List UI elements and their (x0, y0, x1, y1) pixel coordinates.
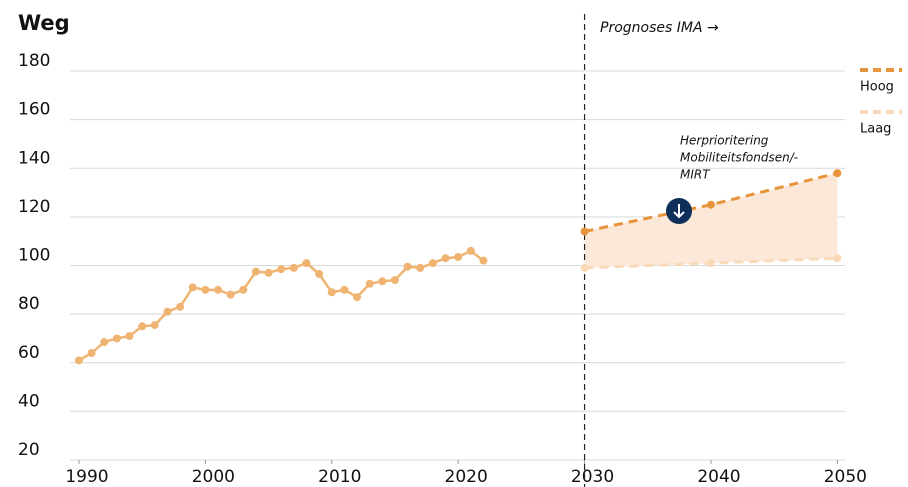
data-point (100, 338, 109, 347)
x-tick-label: 2050 (824, 467, 867, 487)
data-point (264, 268, 273, 277)
forecast-label: Prognoses IMA → (600, 20, 719, 36)
data-point (289, 263, 298, 272)
series-line (584, 171, 838, 233)
y-tick-label: 20 (18, 440, 40, 460)
data-point (74, 356, 83, 365)
x-tick-label: 2020 (445, 467, 488, 487)
data-point (390, 276, 399, 285)
data-point (201, 285, 210, 294)
data-point (315, 270, 324, 279)
data-point (277, 265, 286, 274)
annotation: MIRT (680, 168, 711, 182)
data-point (365, 279, 374, 288)
y-tick-label: 80 (18, 294, 40, 314)
y-tick-label: 100 (18, 246, 50, 266)
data-point (214, 285, 222, 294)
x-tick-label: 2040 (697, 467, 740, 487)
data-point (163, 307, 172, 316)
x-tick-label: 2000 (192, 467, 235, 487)
legend-label: Laag (860, 122, 891, 137)
data-point (302, 259, 311, 268)
data-point (353, 293, 362, 302)
data-point (416, 263, 425, 272)
annotation: Mobiliteitsfondsen/- (680, 151, 798, 165)
data-point (403, 262, 412, 271)
x-tick-label: 2010 (318, 467, 361, 487)
data-point (251, 267, 260, 276)
data-point (327, 288, 336, 297)
annotation: Herprioritering (680, 134, 769, 148)
data-point (580, 227, 589, 236)
data-point (138, 322, 147, 331)
y-tick-label: 180 (18, 51, 50, 71)
chart-title: Weg (18, 11, 70, 35)
y-tick-label: 40 (18, 391, 40, 411)
annotation-arrow (673, 204, 685, 219)
data-point (226, 290, 235, 299)
data-point (441, 254, 450, 263)
data-point (239, 285, 248, 294)
data-point (112, 334, 121, 343)
y-tick-label: 60 (18, 343, 40, 363)
y-tick-label: 160 (18, 100, 50, 120)
data-point (378, 277, 387, 286)
data-point (580, 263, 589, 272)
data-point (125, 332, 134, 341)
data-point (150, 321, 159, 330)
y-tick-label: 120 (18, 197, 50, 217)
data-point (479, 256, 488, 265)
data-point (706, 200, 715, 209)
data-point (188, 283, 197, 292)
data-point (87, 349, 96, 358)
data-point (833, 169, 842, 178)
x-tick-label: 2030 (571, 467, 614, 487)
forecast-band (584, 173, 838, 268)
x-tick-label: 1990 (65, 467, 108, 487)
data-point (454, 252, 463, 261)
data-point (176, 302, 185, 311)
data-point (833, 254, 842, 263)
data-point (706, 259, 715, 268)
data-point (340, 285, 349, 294)
y-tick-label: 140 (18, 148, 50, 168)
data-point (466, 246, 475, 255)
data-point (428, 259, 437, 268)
legend-label: Hoog (860, 80, 894, 95)
